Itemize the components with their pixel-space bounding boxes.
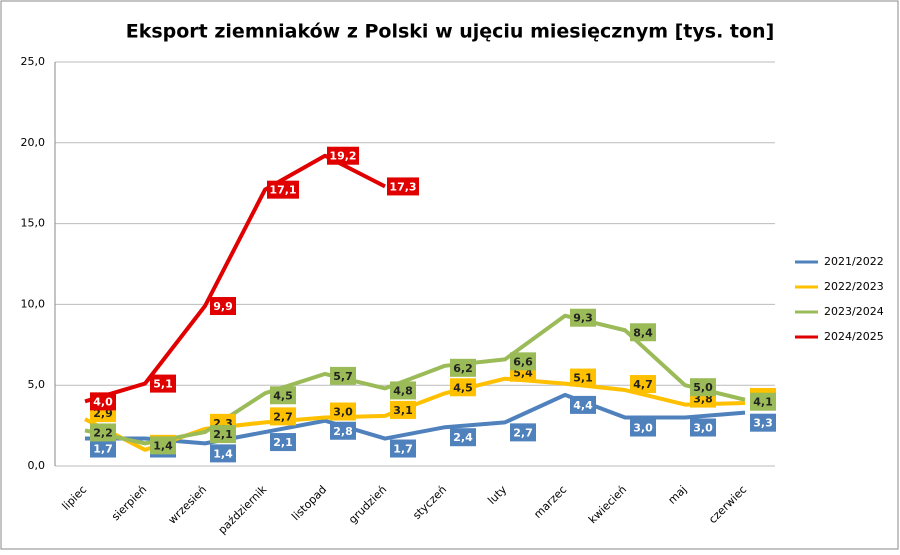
data-label: 5,7	[333, 370, 353, 383]
data-label-box	[690, 418, 716, 437]
data-label: 5,0	[693, 381, 713, 394]
data-label: 6,6	[513, 355, 533, 368]
data-label: 2,1	[213, 428, 233, 441]
data-label-box	[210, 444, 236, 463]
data-label-box	[270, 433, 296, 452]
data-label: 8,4	[633, 326, 653, 339]
data-label-box	[330, 366, 356, 385]
data-label-box	[510, 352, 536, 371]
data-label-box	[570, 308, 596, 327]
data-label: 1,7	[393, 443, 413, 456]
data-label-box	[390, 439, 416, 458]
data-label-box	[510, 423, 536, 442]
data-label-box	[150, 374, 176, 393]
data-label: 5,1	[573, 372, 593, 385]
data-label-box	[390, 400, 416, 419]
data-label-box	[390, 381, 416, 400]
data-label: 1,7	[93, 443, 113, 456]
data-label-box	[750, 413, 776, 432]
data-label-box	[450, 378, 476, 397]
data-label: 3,1	[393, 404, 413, 417]
data-label: 2,2	[93, 426, 113, 439]
legend-label: 2024/2025	[824, 330, 884, 343]
data-label: 3,3	[753, 417, 773, 430]
data-label: 4,5	[273, 389, 293, 402]
data-label: 2,8	[333, 425, 353, 438]
data-label-box	[270, 407, 296, 426]
data-label-box	[270, 386, 296, 405]
data-label-box	[630, 418, 656, 437]
data-label-box	[150, 436, 176, 455]
data-label-box	[570, 368, 596, 387]
data-label: 2,7	[513, 426, 533, 439]
data-label: 9,9	[213, 300, 233, 313]
data-label-box	[90, 439, 116, 458]
data-label-box	[330, 421, 356, 440]
data-label: 17,1	[269, 184, 296, 197]
data-label-box	[690, 378, 716, 397]
y-tick-label: 25,0	[21, 55, 46, 68]
data-label-box	[327, 146, 359, 165]
y-tick-label: 15,0	[21, 217, 46, 230]
data-label: 4,7	[633, 378, 653, 391]
legend-label: 2022/2023	[824, 280, 884, 293]
y-tick-label: 20,0	[21, 136, 46, 149]
data-label: 6,2	[453, 362, 473, 375]
data-label-box	[630, 375, 656, 394]
data-label: 19,2	[329, 150, 356, 163]
data-label-box	[387, 177, 419, 196]
data-label: 2,1	[273, 436, 293, 449]
data-label: 3,0	[693, 422, 713, 435]
y-tick-label: 0,0	[28, 459, 46, 472]
data-label: 9,3	[573, 312, 593, 325]
data-label-box	[750, 392, 776, 411]
data-label: 2,9	[93, 407, 113, 420]
data-label: 1,4	[213, 447, 233, 460]
data-label-box	[210, 297, 236, 316]
data-label-box	[450, 358, 476, 377]
data-label: 4,0	[93, 395, 113, 408]
data-label-box	[570, 395, 596, 414]
data-label: 4,1	[753, 396, 773, 409]
data-label: 4,8	[393, 384, 413, 397]
data-label: 4,4	[573, 399, 593, 412]
y-tick-label: 10,0	[21, 297, 46, 310]
data-label-box	[90, 423, 116, 442]
data-label: 3,0	[333, 406, 353, 419]
data-label: 17,3	[389, 180, 416, 193]
data-label-box	[630, 323, 656, 342]
data-label-box	[330, 402, 356, 421]
data-label: 1,4	[153, 439, 173, 452]
chart-title: Eksport ziemniaków z Polski w ujęciu mie…	[126, 21, 775, 43]
data-label: 5,1	[153, 378, 173, 391]
series-line	[85, 392, 746, 446]
y-tick-label: 5,0	[28, 378, 46, 391]
data-label-box	[210, 425, 236, 444]
legend-label: 2023/2024	[824, 305, 884, 318]
data-label-box	[267, 180, 299, 199]
data-label: 2,4	[453, 431, 473, 444]
data-label: 2,7	[273, 410, 293, 423]
data-label-box	[90, 392, 116, 411]
data-label: 3,0	[633, 422, 653, 435]
legend-label: 2021/2022	[824, 255, 884, 268]
data-label-box	[450, 428, 476, 447]
data-label: 4,5	[453, 381, 473, 394]
